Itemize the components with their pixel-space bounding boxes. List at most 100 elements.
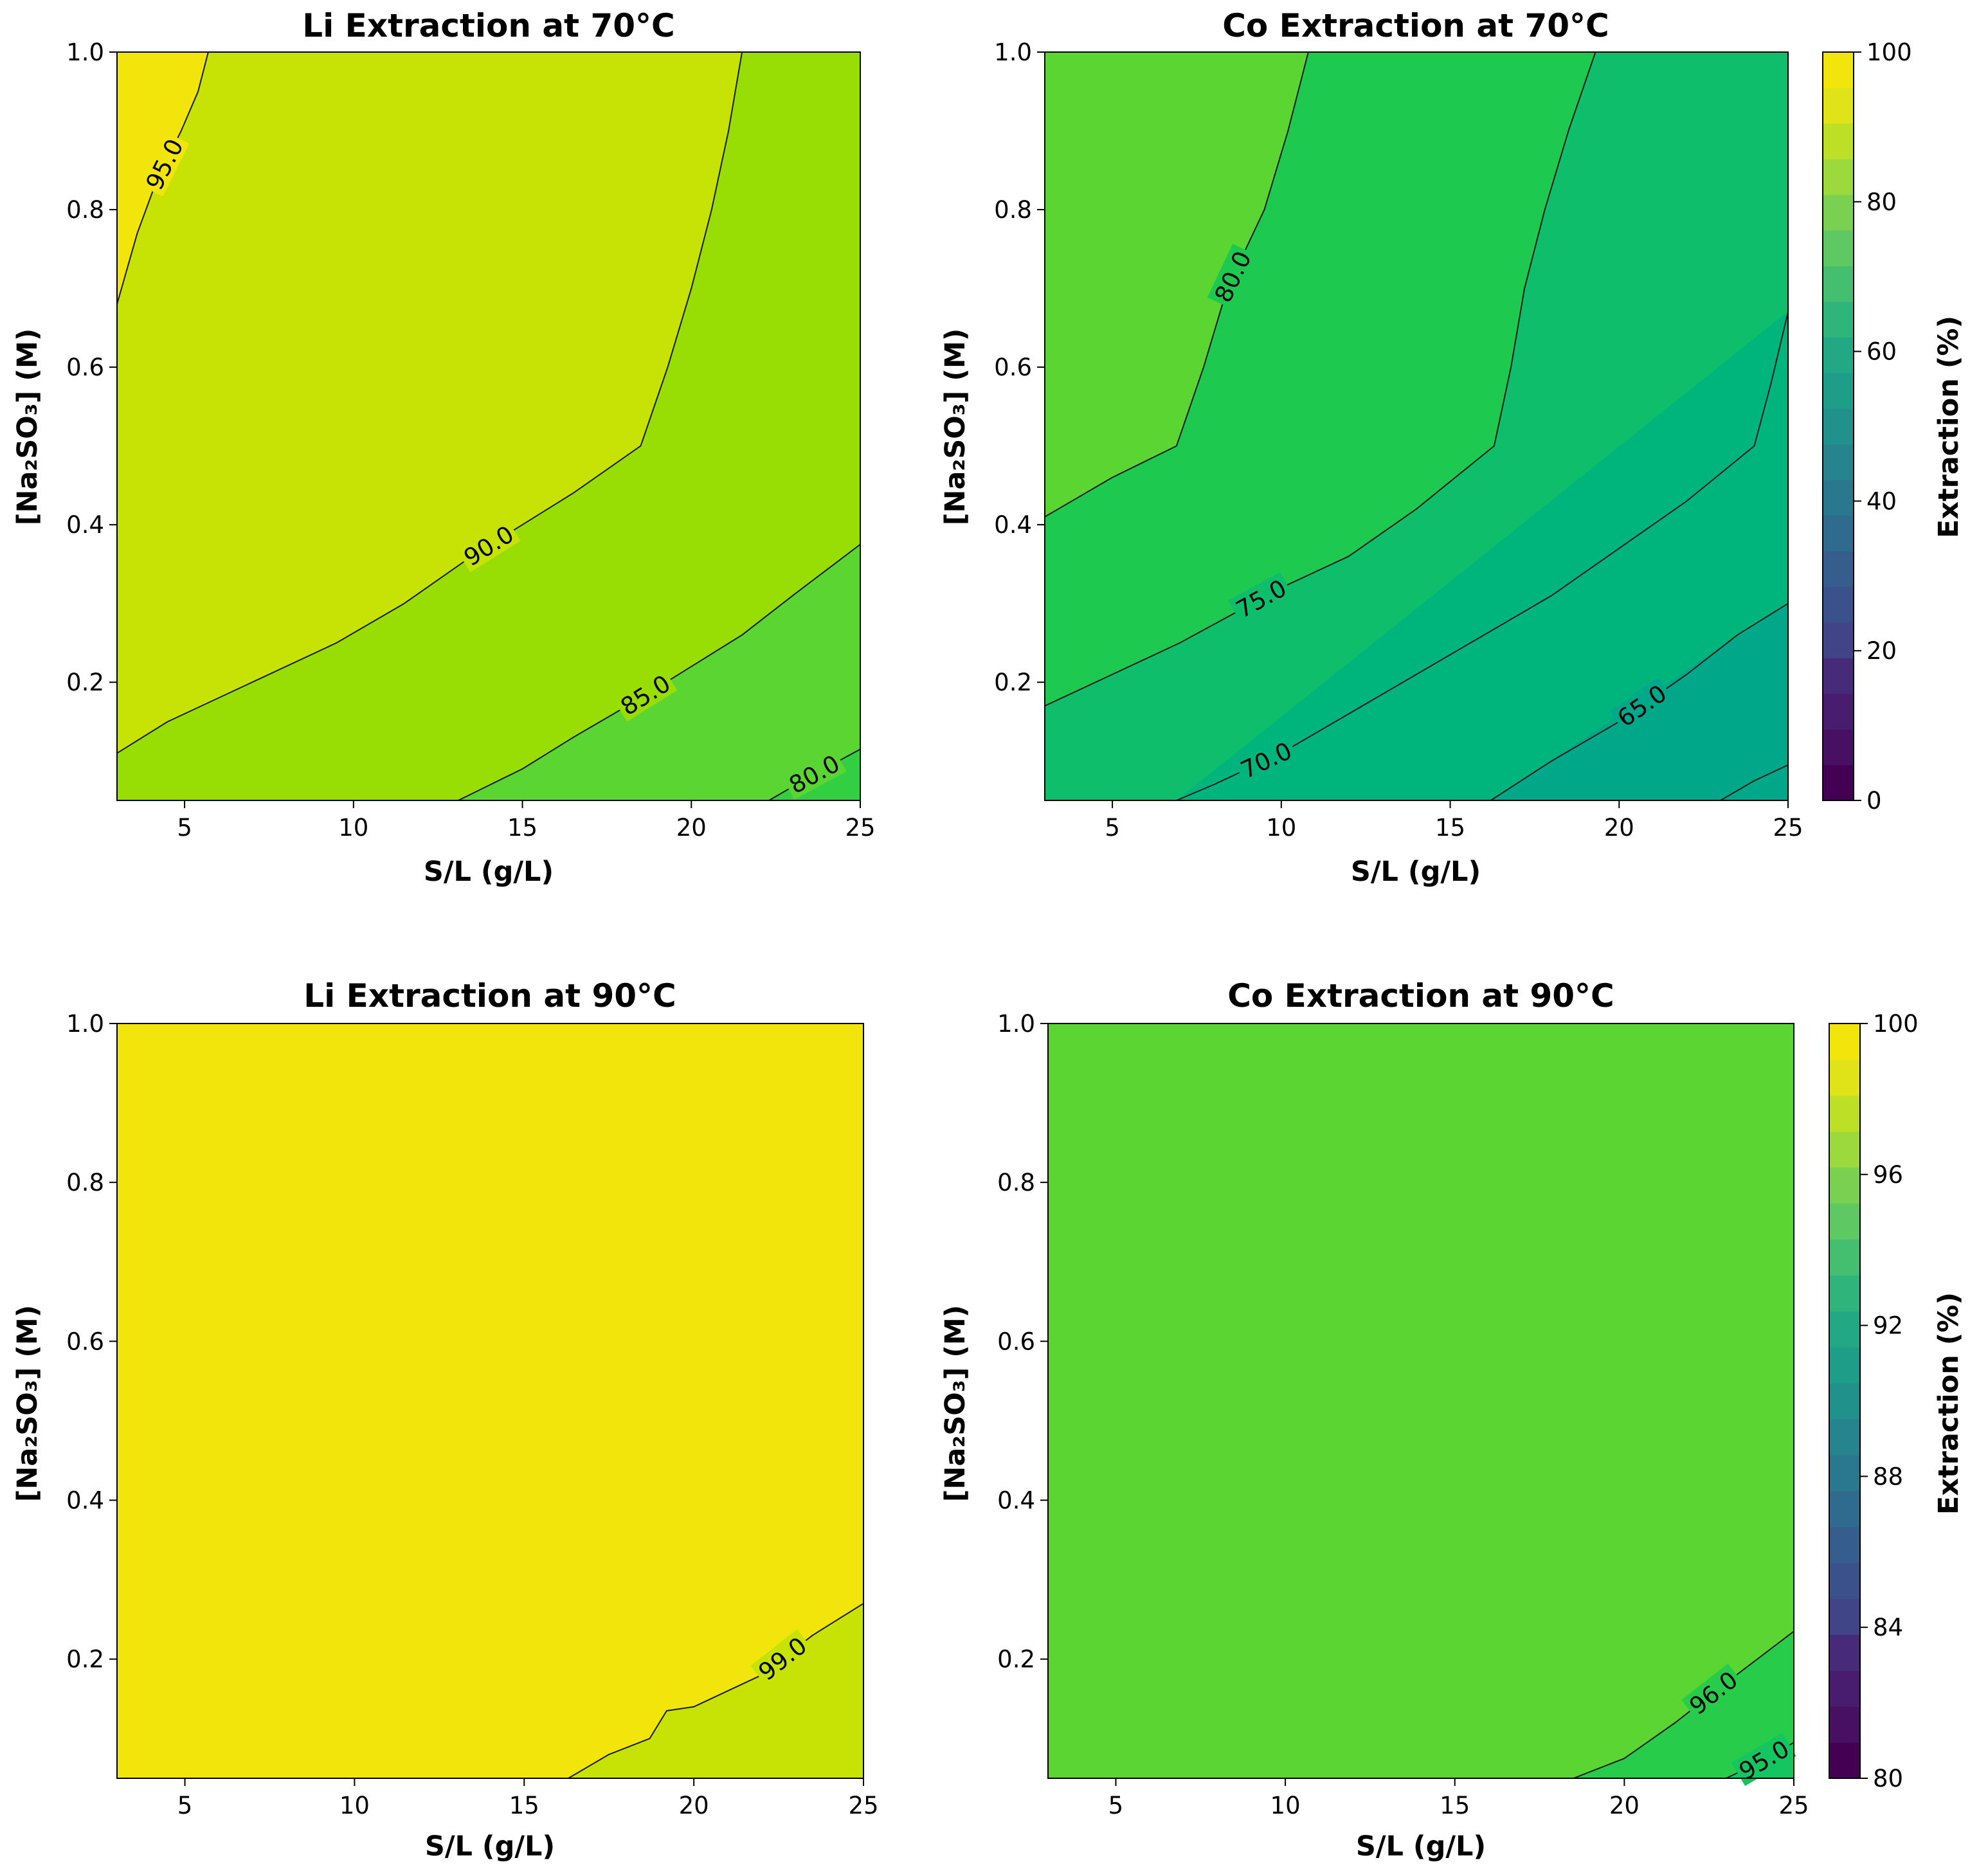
x-tick-label: 5 <box>1105 814 1120 842</box>
colorbar-swatch <box>1829 1454 1860 1492</box>
colorbar-swatch <box>1823 693 1854 730</box>
colorbar-swatch <box>1829 1706 1860 1743</box>
panel-li-70: Li Extraction at 70°C 95.090.085.080.0 5… <box>12 7 876 888</box>
x-tick-label: 25 <box>1773 814 1803 842</box>
chart-title: Li Extraction at 70°C <box>302 7 674 44</box>
contour-label-background <box>456 518 521 573</box>
plot-frame <box>1047 1023 1794 1779</box>
contour-label-background <box>750 1629 814 1688</box>
y-axis-label: [Na₂SO₃] (M) <box>939 329 971 526</box>
axes: 5 10 15 20 25 0.2 0.4 0.6 0.8 1.0 <box>994 39 1803 842</box>
colorbar-swatch <box>1823 302 1854 338</box>
plot-area: 96.095.0 <box>1048 1024 1796 1787</box>
plot-area: 80.075.070.065.0 <box>1045 52 1788 800</box>
x-tick-label: 5 <box>177 1792 193 1819</box>
colorbar-top: 0 20 40 60 80 100 Extraction (%) <box>1822 39 1965 815</box>
contour-line-80 <box>1045 52 1309 518</box>
contour-label-background <box>1609 677 1674 734</box>
panel-co-90: Co Extraction at 90°C 96.095.0 5 10 15 20 25… <box>939 977 1809 1862</box>
x-tick-label: 15 <box>1440 1792 1470 1819</box>
y-axis-label: [Na₂SO₃] (M) <box>12 329 44 526</box>
colorbar-swatch <box>1829 1418 1860 1456</box>
plot-frame <box>116 1023 864 1779</box>
contour-region-95-96 <box>1573 1631 1794 1778</box>
colorbar-swatch <box>1829 1059 1860 1096</box>
colorbar-tick-label: 40 <box>1866 487 1897 515</box>
x-tick-label: 25 <box>845 814 875 842</box>
colorbar-swatch <box>1829 1562 1860 1600</box>
x-tick-label: 10 <box>1270 1792 1301 1819</box>
colorbar-swatch <box>1823 337 1854 374</box>
contour-region-base <box>1048 1024 1794 1778</box>
contour-region-60-65 <box>1490 602 1788 800</box>
x-axis-label: S/L (g/L) <box>1351 856 1481 888</box>
colorbar-swatch <box>1829 1095 1860 1132</box>
x-tick-label: 15 <box>507 814 538 842</box>
y-tick-label: 0.4 <box>66 1486 104 1514</box>
axes: 5 10 15 20 25 0.2 0.4 0.6 0.8 1.0 <box>66 1010 878 1819</box>
colorbar-swatch <box>1823 266 1854 302</box>
contour-label-background <box>1681 1663 1745 1722</box>
colorbar-swatch <box>1829 1167 1860 1204</box>
colorbar-swatch <box>1823 87 1854 124</box>
colorbar-tick-label: 92 <box>1873 1312 1903 1340</box>
x-tick-label: 5 <box>177 814 192 842</box>
colorbar-tick-label: 88 <box>1873 1463 1903 1490</box>
x-tick-label: 20 <box>1609 1792 1640 1819</box>
plot-frame <box>116 51 861 801</box>
y-tick-label: 1.0 <box>997 1010 1035 1038</box>
colorbar-swatch <box>1829 1275 1860 1312</box>
y-tick-label: 0.6 <box>994 354 1032 381</box>
colorbar-swatch <box>1829 1024 1860 1060</box>
axes: 5 10 15 20 25 0.2 0.4 0.6 0.8 1.0 <box>66 39 875 842</box>
colorbar-label: Extraction (%) <box>1933 1292 1965 1515</box>
x-axis-label: S/L (g/L) <box>1356 1830 1486 1862</box>
contour-label-background <box>781 747 847 800</box>
y-tick-label: 0.6 <box>66 1328 104 1355</box>
colorbar-swatch <box>1829 1311 1860 1348</box>
x-tick-label: 20 <box>679 1792 709 1819</box>
y-tick-label: 1.0 <box>994 39 1032 66</box>
colorbar-swatch <box>1823 515 1854 552</box>
colorbar-swatch <box>1823 764 1854 801</box>
contour-label-background <box>1207 244 1258 309</box>
contour-region-94-95 <box>1726 1742 1794 1778</box>
y-tick-label: 0.8 <box>66 196 104 224</box>
colorbar-swatch <box>1823 408 1854 445</box>
y-tick-label: 0.2 <box>66 1646 104 1673</box>
x-tick-label: 20 <box>676 814 707 842</box>
colorbar-swatch <box>1829 1598 1860 1635</box>
chart-title: Li Extraction at 90°C <box>303 977 676 1015</box>
colorbar-swatch <box>1829 1347 1860 1384</box>
contour-line-90 <box>117 52 743 754</box>
colorbar-swatch <box>1823 159 1854 195</box>
colorbar-swatch <box>1823 622 1854 658</box>
contour-label-background <box>1228 572 1294 624</box>
chart-title: Co Extraction at 90°C <box>1227 977 1614 1015</box>
colorbar-tick-label: 84 <box>1873 1614 1903 1641</box>
y-tick-label: 0.8 <box>66 1169 104 1196</box>
plot-area: 95.090.085.080.0 <box>117 52 860 800</box>
contour-region-65-70 <box>1176 311 1788 800</box>
x-tick-label: 25 <box>1778 1792 1809 1819</box>
contour-fills <box>117 52 860 800</box>
contour-region-95-100 <box>117 52 208 305</box>
y-tick-label: 0.4 <box>994 511 1032 539</box>
colorbar: 80 84 88 92 96 100 <box>1829 1010 1919 1792</box>
x-tick-label: 15 <box>509 1792 539 1819</box>
colorbar-tick-label: 100 <box>1866 39 1912 66</box>
contour-line-60 <box>1720 764 1788 800</box>
colorbar-swatch <box>1829 1131 1860 1168</box>
contour-line-96 <box>1573 1630 1794 1778</box>
colorbar-swatch <box>1823 586 1854 623</box>
x-tick-label: 10 <box>338 814 368 842</box>
colorbar-tick-label: 100 <box>1873 1010 1919 1038</box>
colorbar-swatch <box>1823 194 1854 231</box>
colorbar-swatch <box>1829 1526 1860 1564</box>
colorbar-tick-label: 80 <box>1873 1765 1903 1792</box>
colorbar-swatch <box>1823 480 1854 516</box>
y-tick-label: 0.4 <box>997 1486 1035 1514</box>
y-tick-label: 1.0 <box>66 1010 104 1038</box>
contour-fills <box>1045 52 1788 800</box>
colorbar-swatch <box>1823 658 1854 694</box>
